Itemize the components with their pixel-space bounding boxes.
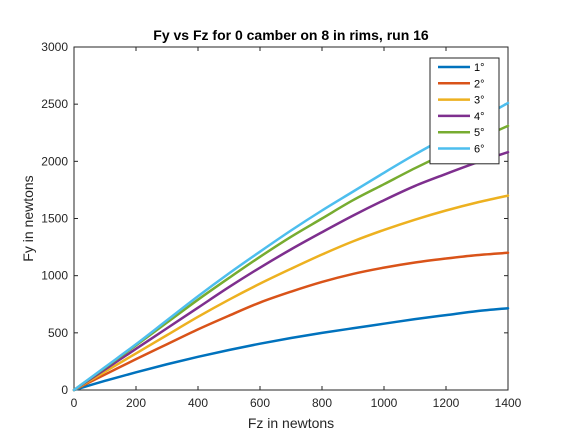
legend-box xyxy=(429,57,500,165)
x-tick-label: 0 xyxy=(71,396,78,410)
y-axis-label: Fy in newtons xyxy=(20,175,36,261)
x-tick-label: 800 xyxy=(312,396,332,410)
x-axis-label: Fz in newtons xyxy=(248,415,334,431)
y-tick-label: 3000 xyxy=(41,40,68,54)
legend: 1° 2° 3° 4° 5° 6° xyxy=(429,57,500,165)
x-tick-label: 1400 xyxy=(495,396,522,410)
legend-label: 6° xyxy=(474,144,485,156)
x-tick-label: 200 xyxy=(126,396,146,410)
x-tick-label: 1000 xyxy=(371,396,398,410)
series-line-1 xyxy=(72,307,510,392)
series-lines xyxy=(72,101,510,392)
x-tick-label: 1200 xyxy=(433,396,460,410)
legend-label: 1° xyxy=(474,62,485,74)
y-tick-label: 1000 xyxy=(41,269,68,283)
y-tick-label: 0 xyxy=(61,383,68,397)
series-line-3 xyxy=(72,194,510,392)
series-line-4 xyxy=(72,150,510,392)
legend-label: 2° xyxy=(474,78,485,90)
legend-label: 3° xyxy=(474,95,485,107)
legend-label: 4° xyxy=(474,111,485,123)
series-line-2 xyxy=(72,251,510,392)
y-tick-label: 2500 xyxy=(41,97,68,111)
chart-title: Fy vs Fz for 0 camber on 8 in rims, run … xyxy=(153,27,429,43)
y-tick-label: 500 xyxy=(48,326,68,340)
x-tick-label: 400 xyxy=(188,396,208,410)
legend-label: 5° xyxy=(474,127,485,139)
axis-ticks: 0 200 400 600 800 1000 1200 1400 0 500 1000 1500 200… xyxy=(41,40,521,410)
y-tick-label: 1500 xyxy=(41,212,68,226)
y-tick-label: 2000 xyxy=(41,154,68,168)
x-tick-label: 600 xyxy=(250,396,270,410)
